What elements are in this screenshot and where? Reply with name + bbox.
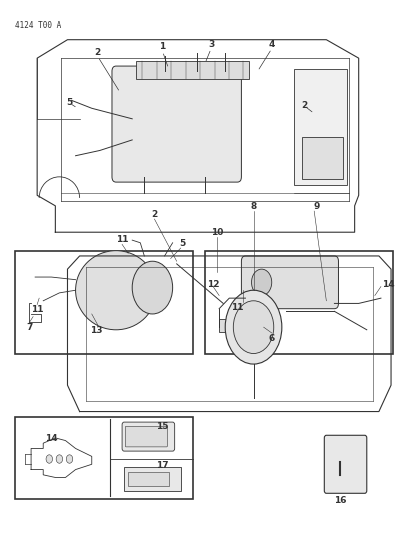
- Text: 13: 13: [89, 326, 102, 335]
- Text: 6: 6: [268, 334, 274, 343]
- Text: 17: 17: [156, 461, 169, 470]
- Text: 4124 T00 A: 4124 T00 A: [15, 21, 61, 30]
- Text: 2: 2: [94, 47, 101, 56]
- Text: 11: 11: [230, 303, 243, 312]
- Text: 16: 16: [333, 496, 346, 505]
- Circle shape: [56, 455, 63, 463]
- Text: 4: 4: [268, 39, 274, 49]
- Text: 5: 5: [179, 239, 185, 248]
- Bar: [301, 138, 342, 180]
- Circle shape: [66, 455, 72, 463]
- FancyBboxPatch shape: [324, 435, 366, 494]
- Text: 2: 2: [300, 101, 306, 110]
- Text: 14: 14: [45, 434, 58, 443]
- Text: 1: 1: [159, 42, 165, 51]
- Text: 11: 11: [116, 236, 128, 244]
- Text: 5: 5: [66, 99, 72, 108]
- Bar: [15, 251, 192, 353]
- Ellipse shape: [132, 261, 172, 314]
- Text: 7: 7: [26, 324, 32, 333]
- Text: 9: 9: [312, 202, 319, 211]
- Bar: [293, 69, 346, 185]
- Circle shape: [251, 269, 271, 295]
- Text: 11: 11: [31, 305, 43, 314]
- FancyBboxPatch shape: [122, 422, 174, 451]
- Text: 2: 2: [151, 210, 157, 219]
- Bar: [124, 467, 180, 491]
- Text: 10: 10: [211, 229, 223, 238]
- Bar: [204, 251, 392, 353]
- Text: 15: 15: [156, 422, 169, 431]
- Bar: [219, 319, 235, 333]
- Circle shape: [46, 455, 52, 463]
- Bar: [15, 417, 192, 498]
- FancyBboxPatch shape: [125, 426, 167, 447]
- FancyBboxPatch shape: [241, 256, 338, 309]
- Text: 12: 12: [206, 280, 219, 289]
- Bar: [128, 472, 168, 487]
- Circle shape: [233, 301, 273, 353]
- Text: 14: 14: [381, 280, 394, 289]
- Ellipse shape: [75, 251, 156, 330]
- Circle shape: [225, 290, 281, 364]
- Bar: [136, 61, 249, 79]
- FancyBboxPatch shape: [112, 66, 241, 182]
- Text: 3: 3: [207, 39, 213, 49]
- Text: 8: 8: [250, 202, 256, 211]
